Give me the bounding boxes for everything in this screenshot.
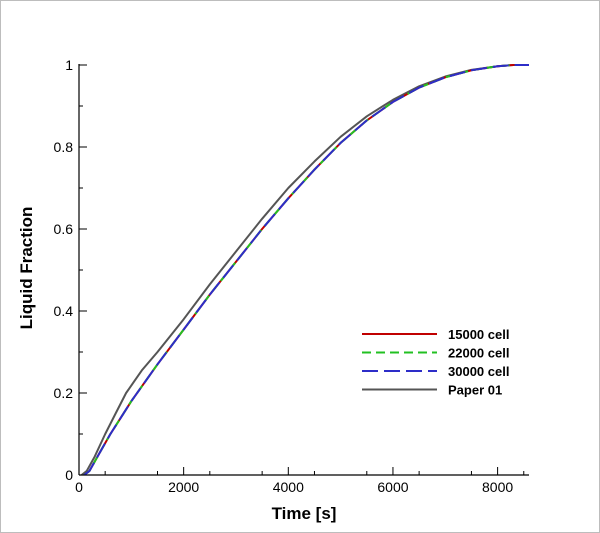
tick-group: 0 2000 4000 6000 8000 0 0.2 0.4 0.6 0.8 1 bbox=[54, 57, 525, 495]
series-line-15000-cell bbox=[83, 64, 529, 475]
y-tick-label: 0.6 bbox=[54, 221, 74, 237]
series-group bbox=[80, 64, 529, 475]
x-tick-label: 8000 bbox=[482, 479, 513, 495]
legend-label: 30000 cell bbox=[448, 364, 509, 379]
y-axis-title: Liquid Fraction bbox=[17, 207, 36, 330]
y-tick-label: 0.2 bbox=[54, 385, 74, 401]
legend-label: Paper 01 bbox=[448, 383, 502, 398]
y-tick-label: 0.8 bbox=[54, 139, 74, 155]
y-tick-label: 1 bbox=[65, 57, 73, 73]
legend-label: 15000 cell bbox=[448, 327, 509, 342]
x-tick-label: 2000 bbox=[168, 479, 199, 495]
y-tick-label: 0 bbox=[65, 467, 73, 483]
series-line-22000-cell bbox=[83, 64, 529, 475]
series-line-30000-cell bbox=[83, 64, 529, 475]
x-tick-label: 4000 bbox=[273, 479, 304, 495]
legend-label: 22000 cell bbox=[448, 346, 509, 361]
axes bbox=[78, 64, 529, 476]
y-tick-label: 0.4 bbox=[54, 303, 74, 319]
series-line-paper-01 bbox=[80, 64, 529, 475]
legend: 15000 cell 22000 cell 30000 cell Paper 01 bbox=[362, 327, 509, 398]
x-tick-label: 0 bbox=[75, 479, 83, 495]
x-axis-title: Time [s] bbox=[272, 504, 337, 523]
x-tick-label: 6000 bbox=[377, 479, 408, 495]
